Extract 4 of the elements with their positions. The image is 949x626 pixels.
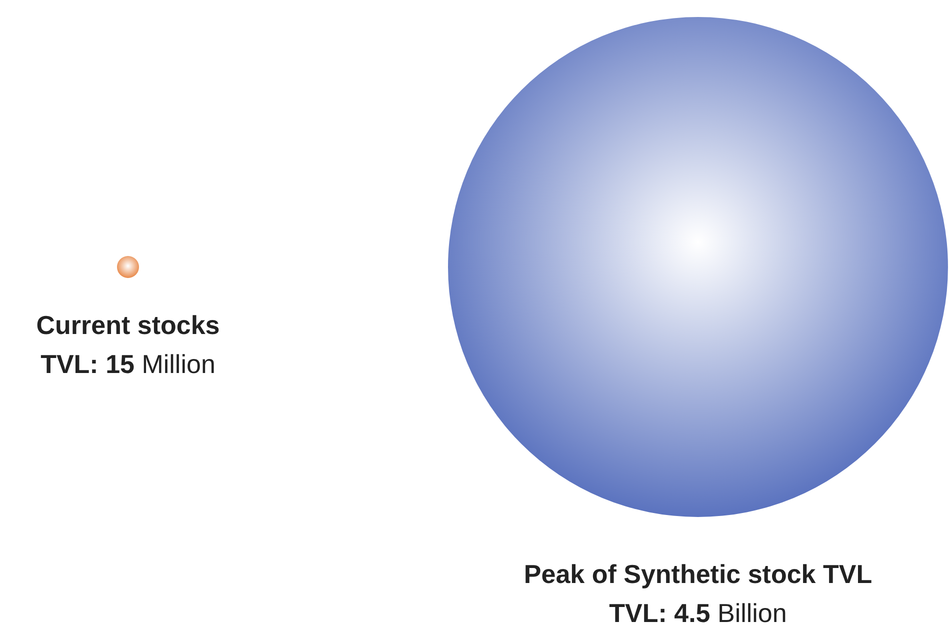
data-label: TVL: 15 Million bbox=[40, 349, 216, 379]
data-label: TVL: 4.5 Billion bbox=[609, 598, 787, 626]
category-label: Current stocks bbox=[36, 310, 220, 340]
category-label: Peak of Synthetic stock TVL bbox=[524, 559, 872, 589]
